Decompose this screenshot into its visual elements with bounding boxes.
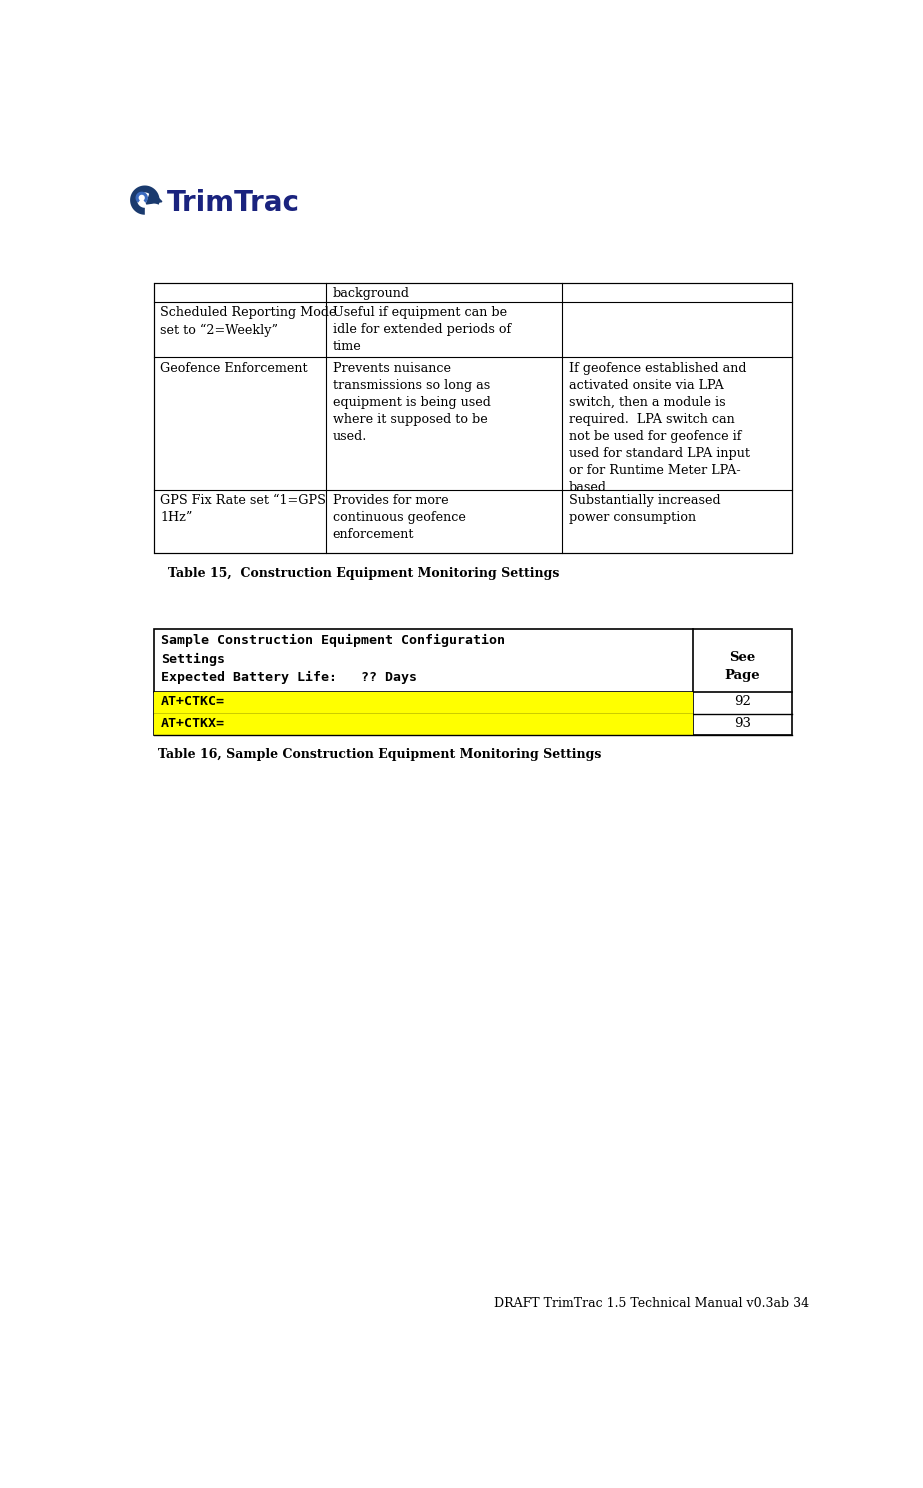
Bar	[154, 283, 792, 552]
Polygon shape	[130, 186, 160, 214]
Text: Expected Battery Life:   ?? Days: Expected Battery Life: ?? Days	[162, 671, 417, 684]
Text: If geofence established and
activated onsite via LPA
switch, then a module is
re: If geofence established and activated on…	[569, 362, 749, 494]
Text: See
Page: See Page	[725, 652, 761, 683]
Bar	[154, 629, 792, 735]
Text: Useful if equipment can be
idle for extended periods of
time: Useful if equipment can be idle for exte…	[332, 307, 510, 353]
Text: TrimTrac: TrimTrac	[167, 189, 300, 217]
Text: 93: 93	[734, 717, 751, 729]
Text: background: background	[332, 287, 410, 301]
Text: Substantially increased
power consumption: Substantially increased power consumptio…	[569, 494, 720, 524]
Bar	[154, 714, 693, 735]
Text: Scheduled Reporting Mode
set to “2=Weekly”: Scheduled Reporting Mode set to “2=Weekl…	[161, 307, 337, 336]
Text: Provides for more
continuous geofence
enforcement: Provides for more continuous geofence en…	[332, 494, 465, 542]
Polygon shape	[147, 190, 162, 204]
Text: Geofence Enforcement: Geofence Enforcement	[161, 362, 308, 375]
Text: 92: 92	[734, 695, 751, 708]
Text: Settings: Settings	[162, 653, 225, 665]
Text: Prevents nuisance
transmissions so long as
equipment is being used
where it supp: Prevents nuisance transmissions so long …	[332, 362, 490, 443]
Text: Table 15,  Construction Equipment Monitoring Settings: Table 15, Construction Equipment Monitor…	[168, 567, 559, 580]
Bar	[154, 692, 693, 714]
Text: AT+CTKC=: AT+CTKC=	[162, 695, 225, 708]
Text: Table 16, Sample Construction Equipment Monitoring Settings: Table 16, Sample Construction Equipment …	[158, 747, 602, 760]
Text: GPS Fix Rate set “1=GPS
1Hz”: GPS Fix Rate set “1=GPS 1Hz”	[161, 494, 326, 524]
Text: AT+CTKX=: AT+CTKX=	[162, 717, 225, 729]
Text: Sample Construction Equipment Configuration: Sample Construction Equipment Configurat…	[162, 634, 505, 647]
Polygon shape	[136, 192, 148, 202]
Text: DRAFT TrimTrac 1.5 Technical Manual v0.3ab 34: DRAFT TrimTrac 1.5 Technical Manual v0.3…	[494, 1298, 809, 1311]
